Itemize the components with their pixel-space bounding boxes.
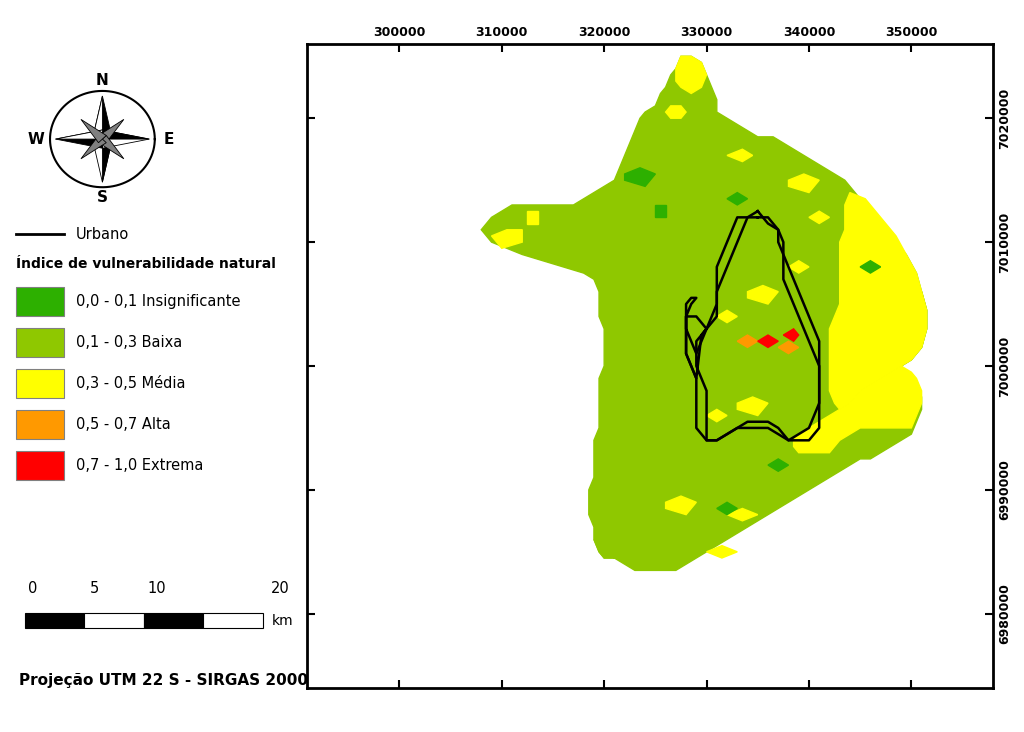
- Polygon shape: [717, 502, 737, 515]
- Bar: [203, 613, 262, 628]
- Text: Urbano: Urbano: [76, 227, 129, 242]
- Polygon shape: [707, 409, 727, 422]
- Polygon shape: [98, 119, 124, 143]
- Polygon shape: [778, 341, 799, 354]
- Polygon shape: [492, 230, 522, 248]
- Polygon shape: [727, 509, 758, 521]
- Text: 0,0 - 0,1 Insignificante: 0,0 - 0,1 Insignificante: [76, 294, 240, 309]
- Text: E: E: [164, 132, 174, 146]
- Polygon shape: [81, 119, 106, 143]
- Polygon shape: [98, 135, 124, 159]
- Bar: [143, 613, 203, 628]
- Polygon shape: [102, 130, 150, 148]
- Text: 0: 0: [28, 581, 37, 596]
- Text: 10: 10: [147, 581, 166, 596]
- Bar: [16, 287, 63, 316]
- Polygon shape: [102, 139, 113, 182]
- Polygon shape: [666, 496, 696, 515]
- Polygon shape: [625, 168, 655, 187]
- Polygon shape: [527, 211, 538, 223]
- Bar: [16, 328, 63, 357]
- Polygon shape: [758, 335, 778, 348]
- Polygon shape: [666, 106, 686, 119]
- Text: 20: 20: [271, 581, 290, 596]
- Polygon shape: [737, 335, 758, 348]
- Text: Projeção UTM 22 S - SIRGAS 2000: Projeção UTM 22 S - SIRGAS 2000: [19, 673, 308, 688]
- Polygon shape: [794, 366, 922, 452]
- Text: 0,3 - 0,5 Média: 0,3 - 0,5 Média: [76, 376, 185, 391]
- Text: km: km: [271, 613, 293, 627]
- Polygon shape: [727, 149, 753, 162]
- Text: S: S: [97, 190, 108, 205]
- Polygon shape: [809, 211, 829, 223]
- Polygon shape: [594, 291, 927, 570]
- Text: 0,5 - 0,7 Alta: 0,5 - 0,7 Alta: [76, 417, 170, 432]
- Polygon shape: [783, 329, 799, 341]
- Text: W: W: [28, 132, 45, 146]
- Text: 0,7 - 1,0 Extrema: 0,7 - 1,0 Extrema: [76, 458, 203, 473]
- Polygon shape: [717, 310, 737, 323]
- Polygon shape: [55, 130, 102, 148]
- Polygon shape: [92, 139, 113, 182]
- Bar: [25, 613, 84, 628]
- Polygon shape: [55, 130, 102, 139]
- Bar: [16, 410, 63, 439]
- Polygon shape: [768, 459, 788, 471]
- Polygon shape: [788, 261, 809, 273]
- Polygon shape: [481, 56, 927, 558]
- Polygon shape: [707, 545, 737, 558]
- Polygon shape: [748, 285, 778, 304]
- Polygon shape: [737, 397, 768, 416]
- Bar: [84, 613, 143, 628]
- Bar: [16, 451, 63, 480]
- Text: N: N: [96, 73, 109, 89]
- Text: 5: 5: [90, 581, 99, 596]
- Polygon shape: [788, 174, 819, 193]
- Bar: [16, 369, 63, 398]
- Polygon shape: [829, 193, 927, 409]
- Text: Índice de vulnerabilidade natural: Índice de vulnerabilidade natural: [16, 256, 276, 271]
- Polygon shape: [676, 56, 707, 94]
- Polygon shape: [81, 135, 106, 159]
- Text: 0,1 - 0,3 Baixa: 0,1 - 0,3 Baixa: [76, 335, 182, 350]
- Polygon shape: [92, 96, 113, 139]
- Polygon shape: [727, 193, 748, 205]
- Polygon shape: [92, 96, 102, 139]
- Polygon shape: [102, 130, 150, 139]
- Polygon shape: [860, 261, 881, 273]
- Polygon shape: [655, 205, 666, 217]
